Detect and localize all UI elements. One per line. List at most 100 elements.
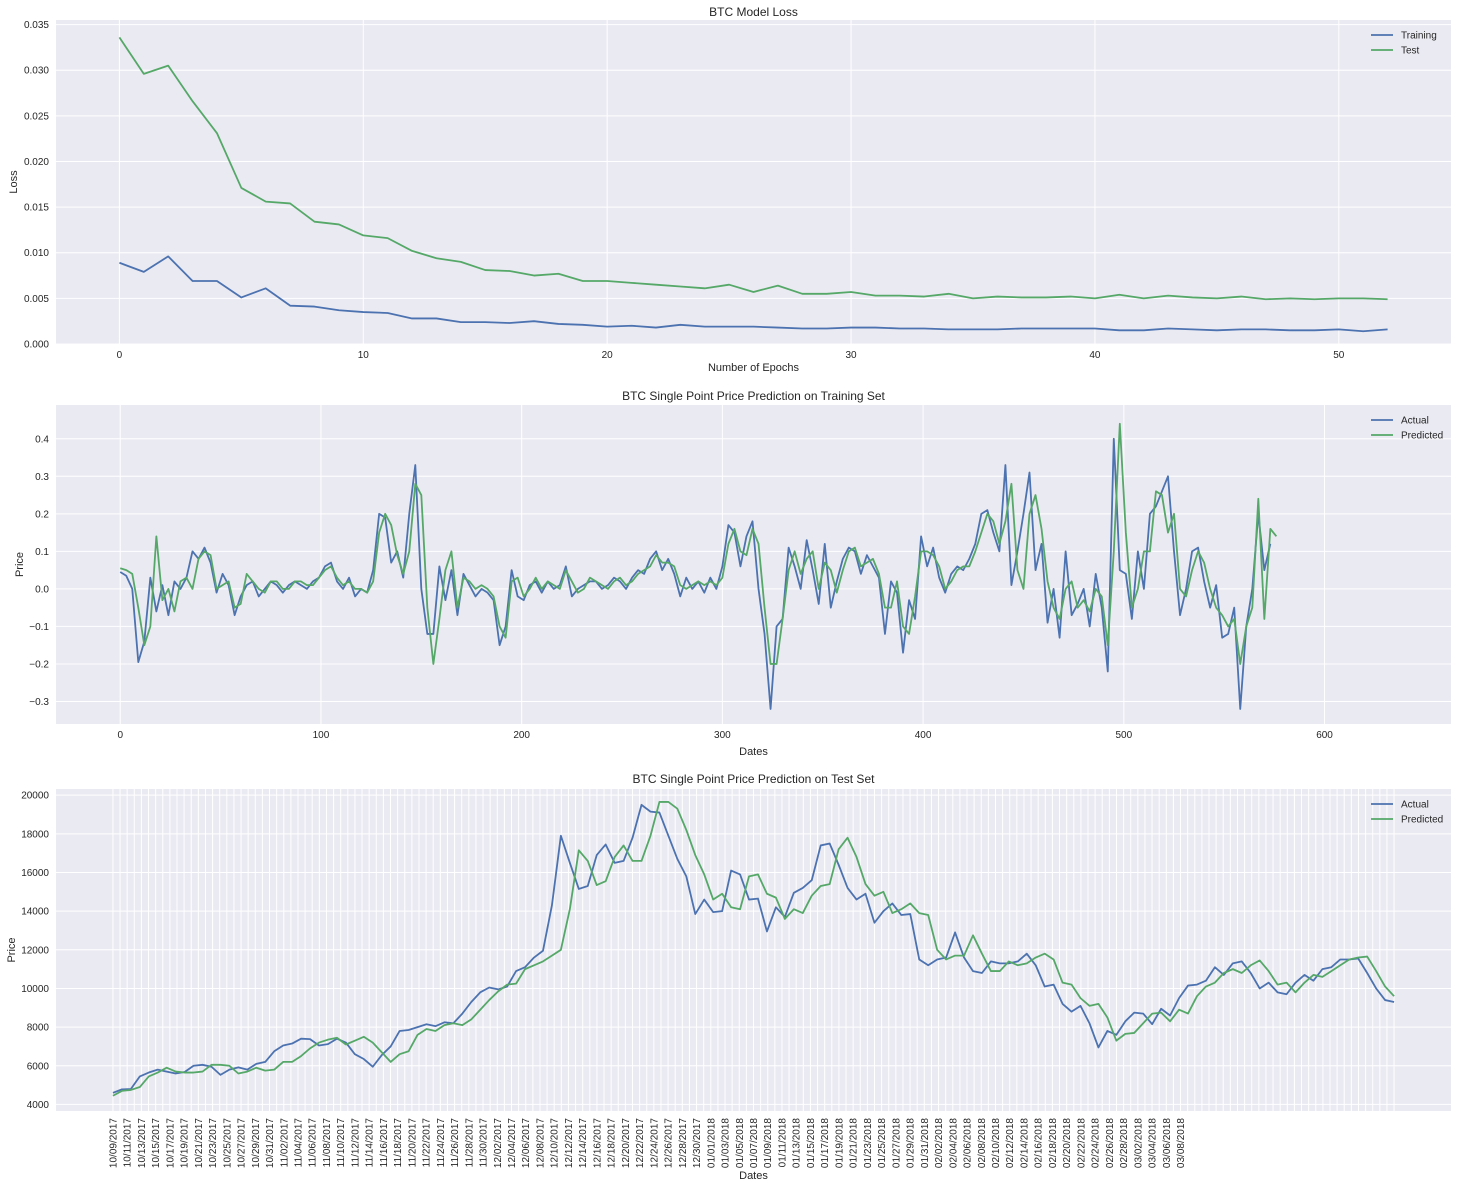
x-tick-label: 11/18/2017 bbox=[393, 1118, 404, 1168]
x-tick-label: 11/12/2017 bbox=[350, 1118, 361, 1168]
x-tick-label: 02/10/2018 bbox=[991, 1118, 1002, 1168]
x-tick-label: 12/26/2017 bbox=[664, 1118, 675, 1168]
y-axis-label: Price bbox=[6, 937, 18, 962]
x-tick-label: 11/14/2017 bbox=[365, 1118, 376, 1168]
y-tick-label: 0.000 bbox=[24, 340, 49, 351]
y-tick-label: 0.3 bbox=[35, 472, 49, 483]
series-line-training bbox=[119, 255, 1388, 333]
chart-model-loss: 0.000 0.005 0.010 0.015 0.020 0.025 0.030 0.035… bbox=[8, 5, 1451, 374]
x-tick-label: 02/24/2018 bbox=[1091, 1118, 1102, 1168]
chart-title: BTC Single Point Price Prediction on Tes… bbox=[633, 772, 876, 786]
x-tick-label: 10/15/2017 bbox=[151, 1118, 162, 1168]
x-tick-label: 30 bbox=[845, 350, 857, 361]
y-tick-label: 18000 bbox=[21, 829, 49, 840]
x-tick-label: 02/06/2018 bbox=[963, 1118, 974, 1168]
x-tick-label: 01/31/2018 bbox=[920, 1118, 931, 1168]
y-tick-label: 0.025 bbox=[24, 111, 49, 122]
x-tick-label: 02/08/2018 bbox=[977, 1118, 988, 1168]
x-tick-label: 01/17/2018 bbox=[820, 1118, 831, 1168]
y-tick-label: 0.005 bbox=[24, 294, 49, 305]
y-tick-label: 16000 bbox=[21, 868, 49, 879]
x-tick-label: 0 bbox=[117, 350, 123, 361]
x-tick-label: 10/27/2017 bbox=[237, 1118, 248, 1168]
x-tick-label: 11/28/2017 bbox=[464, 1118, 475, 1168]
x-tick-label: 11/30/2017 bbox=[479, 1118, 490, 1168]
y-tick-label: 0.015 bbox=[24, 203, 49, 214]
x-tick-label: 12/24/2017 bbox=[649, 1118, 660, 1168]
legend-label-training: Training bbox=[1401, 31, 1437, 42]
x-tick-label: 11/26/2017 bbox=[450, 1118, 461, 1168]
x-tick-label: 01/25/2018 bbox=[877, 1118, 888, 1168]
y-axis-label: Loss bbox=[8, 170, 20, 194]
y-axis-label: Price bbox=[14, 552, 26, 577]
chart-title: BTC Model Loss bbox=[709, 5, 798, 19]
x-tick-label: 12/14/2017 bbox=[578, 1118, 589, 1168]
x-tick-label: 12/04/2017 bbox=[507, 1118, 518, 1168]
series-line-actual bbox=[119, 437, 1272, 710]
x-tick-label: 02/12/2018 bbox=[1005, 1118, 1016, 1168]
x-axis-label: Number of Epochs bbox=[708, 362, 800, 374]
y-tick-label: −0.2 bbox=[29, 659, 49, 670]
tick-labels: −0.3 −0.2 −0.1 0.0 0.1 0.2 0.3 0.4 0 100 200 300 400… bbox=[29, 434, 1333, 741]
x-tick-label: 10/11/2017 bbox=[123, 1118, 134, 1168]
x-tick-label: 02/18/2018 bbox=[1048, 1118, 1059, 1168]
y-tick-label: 14000 bbox=[21, 907, 49, 918]
x-tick-label: 11/04/2017 bbox=[293, 1118, 304, 1168]
legend-label-predicted: Predicted bbox=[1401, 815, 1443, 826]
series-lines bbox=[112, 801, 1395, 1097]
x-tick-label: 12/12/2017 bbox=[564, 1118, 575, 1168]
x-tick-label: 01/27/2018 bbox=[891, 1118, 902, 1168]
x-tick-label: 500 bbox=[1115, 730, 1132, 741]
x-tick-label: 100 bbox=[313, 730, 330, 741]
x-tick-label: 11/16/2017 bbox=[379, 1118, 390, 1168]
x-tick-label: 12/10/2017 bbox=[550, 1118, 561, 1168]
y-tick-label: −0.3 bbox=[29, 697, 49, 708]
x-tick-label: 10/23/2017 bbox=[208, 1118, 219, 1168]
y-tick-label: 12000 bbox=[21, 945, 49, 956]
x-tick-label: 03/04/2018 bbox=[1148, 1118, 1159, 1168]
legend: Training Test bbox=[1371, 31, 1437, 57]
x-tick-label: 01/29/2018 bbox=[906, 1118, 917, 1168]
legend: Actual Predicted bbox=[1371, 416, 1443, 442]
y-tick-label: 0.2 bbox=[35, 509, 49, 520]
x-tick-label: 12/22/2017 bbox=[635, 1118, 646, 1168]
y-tick-label: 4000 bbox=[27, 1100, 50, 1111]
x-tick-label: 12/08/2017 bbox=[535, 1118, 546, 1168]
x-tick-label: 10/19/2017 bbox=[180, 1118, 191, 1168]
x-tick-label: 10 bbox=[358, 350, 370, 361]
y-tick-label: 6000 bbox=[27, 1061, 50, 1072]
x-tick-label: 10/29/2017 bbox=[251, 1118, 262, 1168]
x-tick-label: 11/24/2017 bbox=[436, 1118, 447, 1168]
x-tick-label: 10/31/2017 bbox=[265, 1118, 276, 1168]
x-tick-label: 02/02/2018 bbox=[934, 1118, 945, 1168]
x-tick-label: 12/20/2017 bbox=[621, 1118, 632, 1168]
x-tick-label: 01/01/2018 bbox=[706, 1118, 717, 1168]
chart-test-set-prediction: 4000 6000 8000 10000 12000 14000 16000 18000 200… bbox=[6, 772, 1451, 1182]
x-axis-label: Dates bbox=[739, 1170, 768, 1182]
x-tick-label: 02/14/2018 bbox=[1019, 1118, 1030, 1168]
x-tick-label: 12/06/2017 bbox=[521, 1118, 532, 1168]
y-tick-label: 0.1 bbox=[35, 547, 49, 558]
y-tick-label: 8000 bbox=[27, 1023, 50, 1034]
x-tick-label: 11/20/2017 bbox=[407, 1118, 418, 1168]
x-tick-label: 03/02/2018 bbox=[1133, 1118, 1144, 1168]
x-tick-label: 10/25/2017 bbox=[222, 1118, 233, 1168]
tick-labels: 4000 6000 8000 10000 12000 14000 16000 18000 200… bbox=[21, 791, 1187, 1168]
x-tick-label: 40 bbox=[1089, 350, 1101, 361]
x-tick-label: 02/26/2018 bbox=[1105, 1118, 1116, 1168]
y-tick-label: 0.030 bbox=[24, 66, 49, 77]
x-tick-label: 20 bbox=[602, 350, 614, 361]
gridlines bbox=[56, 789, 1451, 1111]
x-tick-label: 01/23/2018 bbox=[863, 1118, 874, 1168]
legend-label-test: Test bbox=[1401, 46, 1420, 57]
x-tick-label: 300 bbox=[714, 730, 731, 741]
x-tick-label: 01/21/2018 bbox=[849, 1118, 860, 1168]
x-tick-label: 02/16/2018 bbox=[1034, 1118, 1045, 1168]
x-tick-label: 11/06/2017 bbox=[308, 1118, 319, 1168]
x-tick-label: 01/13/2018 bbox=[792, 1118, 803, 1168]
plot-area bbox=[56, 405, 1451, 724]
plot-area bbox=[56, 20, 1451, 344]
y-tick-label: 0.020 bbox=[24, 157, 49, 168]
x-tick-label: 11/22/2017 bbox=[422, 1118, 433, 1168]
series-line-actual bbox=[112, 803, 1395, 1094]
